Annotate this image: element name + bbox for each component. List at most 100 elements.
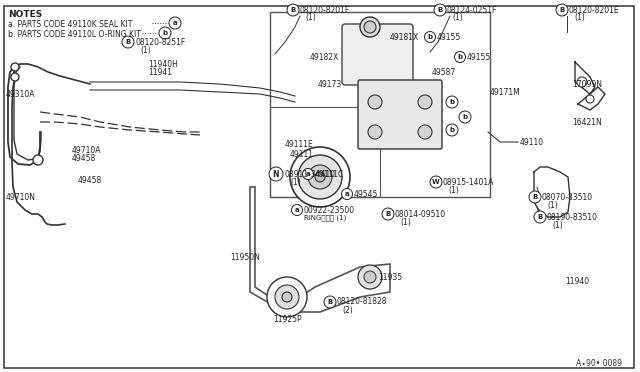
Text: 49545: 49545 — [354, 189, 378, 199]
Text: b. PARTS CODE 49110L O-RING KIT: b. PARTS CODE 49110L O-RING KIT — [8, 30, 141, 39]
Circle shape — [529, 191, 541, 203]
Text: 11950N: 11950N — [230, 253, 260, 262]
Circle shape — [577, 77, 587, 87]
Text: B: B — [538, 214, 543, 220]
Circle shape — [446, 124, 458, 136]
Text: (1): (1) — [552, 221, 563, 230]
Text: 49710A: 49710A — [72, 145, 102, 154]
Text: 08120-8201E: 08120-8201E — [569, 6, 620, 15]
Circle shape — [382, 208, 394, 220]
Text: 08124-0251F: 08124-0251F — [447, 6, 497, 15]
Text: 08120-8201F: 08120-8201F — [300, 6, 350, 15]
Text: 49458: 49458 — [78, 176, 102, 185]
Circle shape — [122, 36, 134, 48]
Text: B: B — [328, 299, 333, 305]
Text: (1): (1) — [400, 218, 411, 227]
FancyBboxPatch shape — [358, 80, 442, 149]
Text: b: b — [428, 34, 433, 40]
Text: (1): (1) — [547, 201, 557, 209]
Text: B: B — [532, 194, 538, 200]
Text: 49181X: 49181X — [390, 32, 419, 42]
Text: 08120-81828: 08120-81828 — [337, 298, 387, 307]
Text: B: B — [437, 7, 443, 13]
Text: (1): (1) — [290, 177, 301, 186]
Text: (1): (1) — [305, 13, 316, 22]
Text: 08120-8251F: 08120-8251F — [135, 38, 185, 46]
Circle shape — [11, 73, 19, 81]
Circle shape — [269, 167, 283, 181]
Text: 08911-34410: 08911-34410 — [285, 170, 336, 179]
Circle shape — [358, 265, 382, 289]
Circle shape — [159, 27, 171, 39]
Circle shape — [342, 189, 353, 199]
Circle shape — [291, 205, 303, 215]
Text: 49110: 49110 — [520, 138, 544, 147]
Text: RINGリング (1): RINGリング (1) — [304, 215, 346, 221]
Text: (1): (1) — [448, 186, 459, 195]
Text: 49587: 49587 — [432, 67, 456, 77]
Circle shape — [446, 96, 458, 108]
Circle shape — [586, 95, 594, 103]
Circle shape — [282, 292, 292, 302]
Text: b: b — [449, 99, 454, 105]
Text: a: a — [294, 207, 300, 213]
Text: B: B — [559, 7, 564, 13]
Circle shape — [434, 4, 446, 16]
Text: N: N — [273, 170, 279, 179]
FancyBboxPatch shape — [4, 6, 634, 368]
Text: 08014-09510: 08014-09510 — [395, 209, 446, 218]
Text: 49173: 49173 — [318, 80, 342, 89]
Circle shape — [324, 296, 336, 308]
Text: 49710N: 49710N — [6, 192, 36, 202]
Circle shape — [290, 147, 350, 207]
Text: a: a — [173, 20, 177, 26]
Circle shape — [556, 4, 568, 16]
Text: (1): (1) — [452, 13, 463, 22]
Text: 49182X: 49182X — [310, 52, 339, 61]
Circle shape — [11, 63, 19, 71]
Text: 08190-83510: 08190-83510 — [547, 212, 598, 221]
Text: 08915-1401A: 08915-1401A — [443, 177, 494, 186]
Text: 11941: 11941 — [148, 67, 172, 77]
Text: a. PARTS CODE 49110K SEAL KIT: a. PARTS CODE 49110K SEAL KIT — [8, 20, 132, 29]
Text: 49171M: 49171M — [490, 87, 521, 96]
Text: 49111: 49111 — [290, 150, 314, 158]
Text: 17099N: 17099N — [572, 80, 602, 89]
Text: 08070-83510: 08070-83510 — [542, 192, 593, 202]
Text: a: a — [306, 171, 310, 177]
Text: b: b — [463, 114, 468, 120]
Text: B: B — [385, 211, 390, 217]
Text: b: b — [163, 30, 168, 36]
Text: (2): (2) — [342, 305, 353, 314]
Circle shape — [418, 95, 432, 109]
Text: B: B — [125, 39, 131, 45]
Circle shape — [275, 285, 299, 309]
Circle shape — [418, 125, 432, 139]
Circle shape — [315, 172, 325, 182]
Text: 49155: 49155 — [467, 52, 492, 61]
Text: 11940H: 11940H — [148, 60, 178, 68]
Text: b: b — [449, 127, 454, 133]
Text: 11925P: 11925P — [273, 315, 301, 324]
Circle shape — [430, 176, 442, 188]
Text: 49458: 49458 — [72, 154, 96, 163]
Text: W: W — [432, 179, 440, 185]
Circle shape — [364, 271, 376, 283]
Text: 00922-23500: 00922-23500 — [304, 205, 355, 215]
Text: A∙90• 0089: A∙90• 0089 — [576, 359, 622, 369]
Circle shape — [303, 169, 314, 180]
FancyBboxPatch shape — [342, 24, 413, 85]
Text: 49111E: 49111E — [285, 140, 314, 148]
Circle shape — [287, 4, 299, 16]
Circle shape — [298, 155, 342, 199]
Circle shape — [169, 17, 181, 29]
Circle shape — [534, 211, 546, 223]
Circle shape — [360, 17, 380, 37]
Circle shape — [454, 51, 465, 62]
Circle shape — [459, 111, 471, 123]
Text: 49155: 49155 — [437, 32, 461, 42]
Text: 16421N: 16421N — [572, 118, 602, 126]
Text: NOTES: NOTES — [8, 10, 42, 19]
Text: b: b — [458, 54, 463, 60]
Circle shape — [364, 21, 376, 33]
